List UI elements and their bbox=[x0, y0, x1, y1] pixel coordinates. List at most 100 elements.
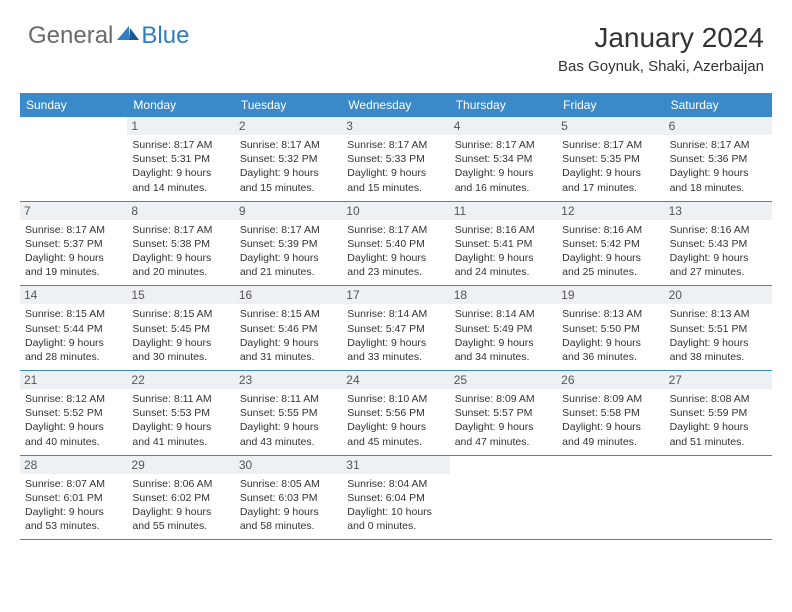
day-cell: 1 Sunrise: 8:17 AMSunset: 5:31 PMDaylight… bbox=[127, 117, 234, 201]
day-cell: 16Sunrise: 8:15 AMSunset: 5:46 PMDayligh… bbox=[235, 286, 342, 370]
weeks-container: 1 Sunrise: 8:17 AMSunset: 5:31 PMDaylight… bbox=[20, 117, 772, 540]
weekday-header: Thursday bbox=[450, 93, 557, 117]
day-number: 20 bbox=[665, 286, 772, 304]
day-number: 27 bbox=[665, 371, 772, 389]
day-content: Sunrise: 8:04 AMSunset: 6:04 PMDaylight:… bbox=[346, 477, 445, 534]
day-number: 7 bbox=[20, 202, 127, 220]
weekday-header: Sunday bbox=[20, 93, 127, 117]
day-content: Sunrise: 8:11 AMSunset: 5:55 PMDaylight:… bbox=[239, 392, 338, 449]
day-content: Sunrise: 8:16 AMSunset: 5:42 PMDaylight:… bbox=[561, 223, 660, 280]
day-number: 17 bbox=[342, 286, 449, 304]
day-number: 28 bbox=[20, 456, 127, 474]
day-content: Sunrise: 8:06 AMSunset: 6:02 PMDaylight:… bbox=[131, 477, 230, 534]
day-cell: 14 Sunrise: 8:15 AMSunset: 5:44 PMDayligh… bbox=[20, 286, 127, 370]
day-number: 29 bbox=[127, 456, 234, 474]
day-number: 15 bbox=[127, 286, 234, 304]
day-cell: 15 Sunrise: 8:15 AMSunset: 5:45 PMDayligh… bbox=[127, 286, 234, 370]
weekday-header-row: SundayMondayTuesdayWednesdayThursdayFrid… bbox=[20, 93, 772, 117]
day-content: Sunrise: 8:13 AMSunset: 5:51 PMDaylight:… bbox=[669, 307, 768, 364]
day-cell: 18Sunrise: 8:14 AMSunset: 5:49 PMDayligh… bbox=[450, 286, 557, 370]
day-number: 21 bbox=[20, 371, 127, 389]
day-number: 13 bbox=[665, 202, 772, 220]
day-content: Sunrise: 8:17 AMSunset: 5:37 PMDaylight:… bbox=[24, 223, 123, 280]
day-number: 11 bbox=[450, 202, 557, 220]
day-content: Sunrise: 8:16 AMSunset: 5:41 PMDaylight:… bbox=[454, 223, 553, 280]
day-cell: 5 Sunrise: 8:17 AMSunset: 5:35 PMDaylight… bbox=[557, 117, 664, 201]
day-number: 8 bbox=[127, 202, 234, 220]
day-content: Sunrise: 8:17 AMSunset: 5:39 PMDaylight:… bbox=[239, 223, 338, 280]
day-cell: 31 Sunrise: 8:04 AMSunset: 6:04 PMDayligh… bbox=[342, 456, 449, 540]
day-content: Sunrise: 8:15 AMSunset: 5:45 PMDaylight:… bbox=[131, 307, 230, 364]
day-content: Sunrise: 8:13 AMSunset: 5:50 PMDaylight:… bbox=[561, 307, 660, 364]
week-row: 1 Sunrise: 8:17 AMSunset: 5:31 PMDaylight… bbox=[20, 117, 772, 202]
day-number: 31 bbox=[342, 456, 449, 474]
day-content: Sunrise: 8:09 AMSunset: 5:57 PMDaylight:… bbox=[454, 392, 553, 449]
day-cell bbox=[20, 117, 127, 201]
day-cell: 24 Sunrise: 8:10 AMSunset: 5:56 PMDayligh… bbox=[342, 371, 449, 455]
day-number: 9 bbox=[235, 202, 342, 220]
day-content: Sunrise: 8:14 AMSunset: 5:47 PMDaylight:… bbox=[346, 307, 445, 364]
day-content: Sunrise: 8:17 AMSunset: 5:31 PMDaylight:… bbox=[131, 138, 230, 195]
day-cell: 3 Sunrise: 8:17 AMSunset: 5:33 PMDaylight… bbox=[342, 117, 449, 201]
day-cell: 28 Sunrise: 8:07 AMSunset: 6:01 PMDayligh… bbox=[20, 456, 127, 540]
day-number: 14 bbox=[20, 286, 127, 304]
day-number: 5 bbox=[557, 117, 664, 135]
day-number: 24 bbox=[342, 371, 449, 389]
day-number: 22 bbox=[127, 371, 234, 389]
day-number: 26 bbox=[557, 371, 664, 389]
day-content: Sunrise: 8:17 AMSunset: 5:33 PMDaylight:… bbox=[346, 138, 445, 195]
day-cell: 30Sunrise: 8:05 AMSunset: 6:03 PMDayligh… bbox=[235, 456, 342, 540]
day-cell: 19 Sunrise: 8:13 AMSunset: 5:50 PMDayligh… bbox=[557, 286, 664, 370]
day-cell bbox=[450, 456, 557, 540]
location: Bas Goynuk, Shaki, Azerbaijan bbox=[558, 58, 764, 75]
day-cell: 27Sunrise: 8:08 AMSunset: 5:59 PMDayligh… bbox=[665, 371, 772, 455]
day-cell: 10 Sunrise: 8:17 AMSunset: 5:40 PMDayligh… bbox=[342, 202, 449, 286]
day-content: Sunrise: 8:17 AMSunset: 5:40 PMDaylight:… bbox=[346, 223, 445, 280]
day-cell: 25 Sunrise: 8:09 AMSunset: 5:57 PMDayligh… bbox=[450, 371, 557, 455]
day-content: Sunrise: 8:17 AMSunset: 5:38 PMDaylight:… bbox=[131, 223, 230, 280]
day-cell: 20 Sunrise: 8:13 AMSunset: 5:51 PMDayligh… bbox=[665, 286, 772, 370]
day-content: Sunrise: 8:07 AMSunset: 6:01 PMDaylight:… bbox=[24, 477, 123, 534]
day-content: Sunrise: 8:17 AMSunset: 5:34 PMDaylight:… bbox=[454, 138, 553, 195]
day-cell: 29 Sunrise: 8:06 AMSunset: 6:02 PMDayligh… bbox=[127, 456, 234, 540]
day-number: 19 bbox=[557, 286, 664, 304]
day-cell bbox=[557, 456, 664, 540]
day-content: Sunrise: 8:10 AMSunset: 5:56 PMDaylight:… bbox=[346, 392, 445, 449]
logo-text-blue: Blue bbox=[141, 22, 189, 50]
week-row: 21 Sunrise: 8:12 AMSunset: 5:52 PMDayligh… bbox=[20, 371, 772, 456]
day-content: Sunrise: 8:15 AMSunset: 5:44 PMDaylight:… bbox=[24, 307, 123, 364]
day-content: Sunrise: 8:17 AMSunset: 5:36 PMDaylight:… bbox=[669, 138, 768, 195]
weekday-header: Wednesday bbox=[342, 93, 449, 117]
day-cell: 7 Sunrise: 8:17 AMSunset: 5:37 PMDaylight… bbox=[20, 202, 127, 286]
day-content: Sunrise: 8:15 AMSunset: 5:46 PMDaylight:… bbox=[239, 307, 338, 364]
logo-text-general: General bbox=[28, 22, 113, 50]
day-cell: 9 Sunrise: 8:17 AMSunset: 5:39 PMDaylight… bbox=[235, 202, 342, 286]
day-number: 10 bbox=[342, 202, 449, 220]
header: General Blue January 2024 Bas Goynuk, Sh… bbox=[0, 0, 792, 85]
weekday-header: Monday bbox=[127, 93, 234, 117]
calendar: SundayMondayTuesdayWednesdayThursdayFrid… bbox=[20, 93, 772, 540]
day-content: Sunrise: 8:17 AMSunset: 5:35 PMDaylight:… bbox=[561, 138, 660, 195]
day-cell bbox=[665, 456, 772, 540]
week-row: 7 Sunrise: 8:17 AMSunset: 5:37 PMDaylight… bbox=[20, 202, 772, 287]
day-cell: 22 Sunrise: 8:11 AMSunset: 5:53 PMDayligh… bbox=[127, 371, 234, 455]
day-cell: 2Sunrise: 8:17 AMSunset: 5:32 PMDaylight… bbox=[235, 117, 342, 201]
page-title: January 2024 bbox=[558, 22, 764, 54]
day-number: 12 bbox=[557, 202, 664, 220]
day-cell: 26 Sunrise: 8:09 AMSunset: 5:58 PMDayligh… bbox=[557, 371, 664, 455]
day-number: 2 bbox=[235, 117, 342, 135]
day-content: Sunrise: 8:11 AMSunset: 5:53 PMDaylight:… bbox=[131, 392, 230, 449]
week-row: 28 Sunrise: 8:07 AMSunset: 6:01 PMDayligh… bbox=[20, 456, 772, 541]
title-block: January 2024 Bas Goynuk, Shaki, Azerbaij… bbox=[558, 22, 764, 75]
day-content: Sunrise: 8:12 AMSunset: 5:52 PMDaylight:… bbox=[24, 392, 123, 449]
day-number: 1 bbox=[127, 117, 234, 135]
day-content: Sunrise: 8:09 AMSunset: 5:58 PMDaylight:… bbox=[561, 392, 660, 449]
weekday-header: Friday bbox=[557, 93, 664, 117]
weekday-header: Tuesday bbox=[235, 93, 342, 117]
day-content: Sunrise: 8:16 AMSunset: 5:43 PMDaylight:… bbox=[669, 223, 768, 280]
day-cell: 23Sunrise: 8:11 AMSunset: 5:55 PMDayligh… bbox=[235, 371, 342, 455]
day-number: 3 bbox=[342, 117, 449, 135]
day-cell: 8 Sunrise: 8:17 AMSunset: 5:38 PMDaylight… bbox=[127, 202, 234, 286]
day-number: 25 bbox=[450, 371, 557, 389]
day-cell: 6Sunrise: 8:17 AMSunset: 5:36 PMDaylight… bbox=[665, 117, 772, 201]
